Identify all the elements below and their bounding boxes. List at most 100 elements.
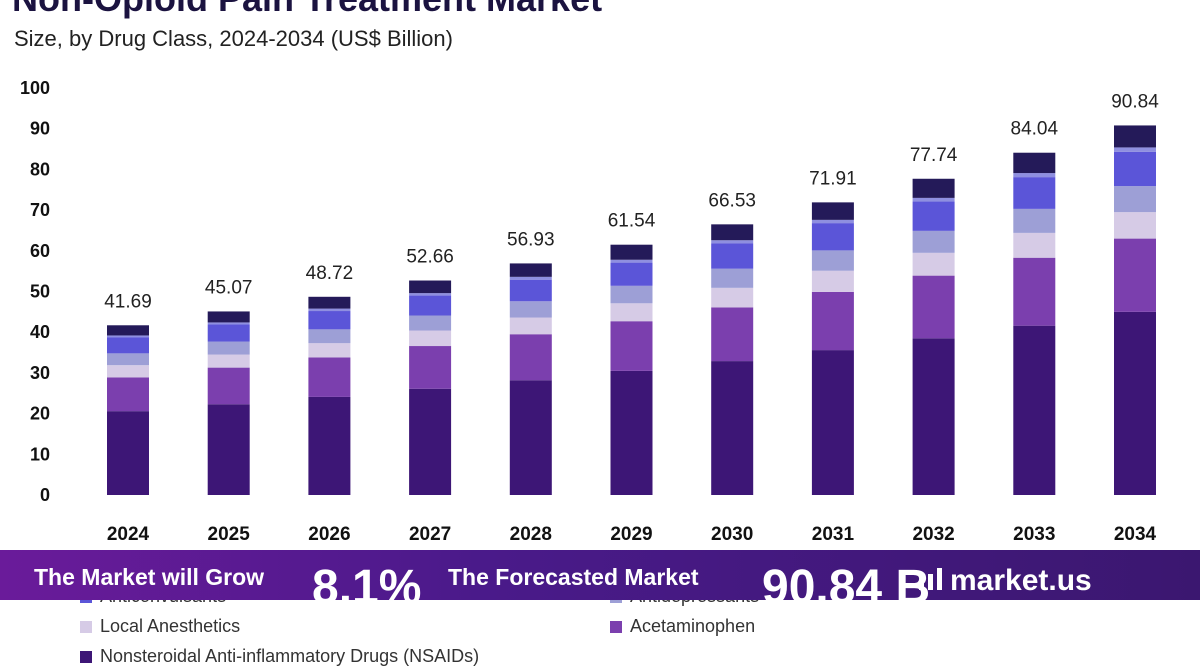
bar-segment [912, 230, 955, 253]
bar-segment [509, 279, 552, 302]
footer-grow-text: The Market will Grow [34, 564, 265, 590]
bar-segment [409, 293, 452, 296]
bar-segment [1114, 311, 1156, 495]
bar-segment [308, 329, 351, 344]
bar-segment [509, 334, 552, 381]
bar-segment [107, 365, 149, 378]
bar-segment [711, 287, 754, 308]
chart-subtitle: Size, by Drug Class, 2024-2034 (US$ Bill… [14, 26, 453, 51]
bar-segment [107, 337, 149, 354]
bar-segment [409, 388, 452, 495]
y-tick-label: 90 [30, 119, 50, 139]
x-tick-label: 2028 [510, 524, 552, 545]
bar-segment [1114, 212, 1156, 239]
bar-segment [811, 291, 854, 351]
bar-segment [1114, 125, 1156, 148]
bar-segment [107, 411, 149, 495]
bar-total-label: 61.54 [608, 211, 656, 232]
legend-swatch [610, 620, 622, 633]
bar-total-label: 52.66 [406, 247, 454, 268]
bar-segment [1013, 325, 1056, 495]
bar-segment [207, 311, 250, 323]
bar-segment [1013, 173, 1056, 178]
bar-segment [811, 250, 854, 271]
footer-banner: The Market will Grow 8.1% The Forecasted… [0, 550, 1200, 600]
bar-segment [912, 252, 955, 276]
bar-segment [107, 335, 149, 338]
bar-segment [207, 322, 250, 325]
y-tick-label: 10 [30, 444, 50, 464]
legend-item: Acetaminophen [610, 616, 755, 637]
bar-segment [610, 244, 653, 260]
bar-segment [912, 275, 955, 339]
footer-market-value: 90.84 B [762, 561, 931, 600]
legend-label: Acetaminophen [630, 616, 756, 636]
x-tick-label: 2027 [409, 524, 451, 545]
bar-segment [711, 243, 754, 269]
y-tick-label: 50 [30, 282, 50, 302]
bar-total-label: 90.84 [1111, 91, 1159, 112]
bar-segment [610, 370, 653, 495]
bar-segment [308, 308, 351, 312]
x-tick-label: 2029 [610, 524, 652, 545]
bar-segment [610, 262, 653, 286]
x-tick-label: 2033 [1013, 524, 1055, 545]
bar-total-label: 71.91 [809, 168, 857, 189]
bar-segment [1114, 147, 1156, 152]
x-tick-label: 2034 [1114, 524, 1157, 545]
legend-label: Nonsteroidal Anti-inflammatory Drugs (NS… [100, 646, 480, 666]
bar-segment [409, 280, 452, 294]
bar-segment [711, 268, 754, 288]
legend-swatch [80, 650, 92, 663]
bar-segment [409, 315, 452, 331]
bar-segment [711, 307, 754, 362]
bar-segment [409, 295, 452, 316]
bar-segment [308, 396, 351, 495]
bar-segment [912, 338, 955, 495]
x-tick-label: 2031 [812, 524, 855, 545]
bar-segment [711, 361, 754, 495]
bar-segment [509, 276, 552, 280]
y-tick-label: 70 [30, 200, 50, 220]
bar-segment [811, 202, 854, 220]
bar-segment [912, 197, 955, 202]
bar-segment [811, 219, 854, 224]
bar-segment [207, 341, 250, 355]
y-tick-label: 60 [30, 241, 50, 261]
chart-title: Non-Opioid Pain Treatment Market [12, 0, 602, 20]
stacked-bar-chart: 010203040506070809010041.69202445.072025… [20, 78, 1159, 545]
bar-total-label: 45.07 [205, 277, 253, 298]
bar-segment [912, 201, 955, 231]
footer-forecast-text: The Forecasted Market [448, 564, 699, 590]
bar-segment [1013, 208, 1056, 233]
bar-segment [711, 224, 754, 241]
footer-cagr-value: 8.1% [312, 561, 422, 600]
bar-total-label: 84.04 [1011, 119, 1059, 140]
bar-segment [811, 350, 854, 495]
bar-segment [107, 353, 149, 366]
bar-segment [1013, 257, 1056, 326]
x-tick-label: 2030 [711, 524, 753, 545]
bar-segment [509, 301, 552, 318]
bar-segment [1013, 232, 1056, 258]
legend-item: Local Anesthetics [80, 616, 240, 637]
bar-segment [811, 223, 854, 251]
x-tick-label: 2025 [208, 524, 251, 545]
bar-segment [107, 325, 149, 336]
brand-bars-icon [919, 568, 942, 590]
legend-label: Local Anesthetics [100, 616, 241, 636]
bar-total-label: 56.93 [507, 229, 555, 250]
bar-segment [509, 263, 552, 277]
bar-total-label: 41.69 [104, 291, 152, 312]
bar-segment [1114, 238, 1156, 312]
bar-segment [610, 285, 653, 304]
bar-segment [1114, 151, 1156, 187]
y-tick-label: 0 [40, 485, 50, 505]
y-tick-label: 20 [30, 404, 50, 424]
bar-segment [711, 240, 754, 244]
x-tick-label: 2032 [912, 524, 954, 545]
bar-segment [409, 346, 452, 389]
bar-segment [610, 303, 653, 322]
y-tick-label: 100 [20, 78, 50, 98]
y-tick-label: 30 [30, 363, 50, 383]
